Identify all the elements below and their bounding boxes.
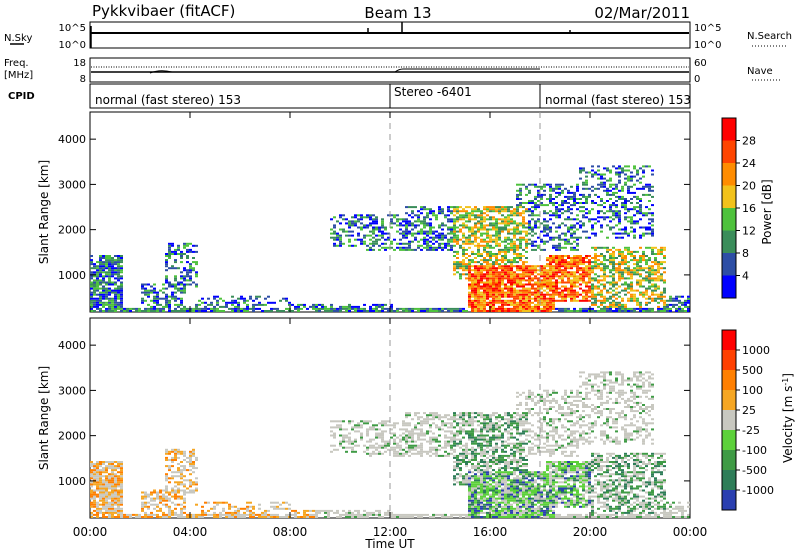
- colorbar-tick: 24: [742, 157, 756, 170]
- freq-right-label: Nave: [747, 66, 773, 77]
- sky-trace: [90, 22, 689, 48]
- freq-left-tick-bottom: 8: [80, 74, 86, 85]
- time-axis-ticks: 00:00 04:00 08:00 12:00 16:00 20:00 00:00: [73, 525, 708, 539]
- colorbar-tick: 100: [742, 384, 763, 397]
- colorbar-tick: -25: [742, 424, 760, 437]
- colorbar-swatch: [722, 118, 736, 141]
- xtick-label: 00:00: [73, 525, 108, 539]
- ytick-label: 1000: [58, 475, 86, 488]
- power-colorbar-label: Power [dB]: [760, 179, 774, 244]
- colorbar-swatch: [722, 208, 736, 231]
- velocity-colorbar-label: Velocity [m s-1]: [781, 373, 795, 463]
- colorbar-tick: 25: [742, 404, 756, 417]
- colorbar-tick: -500: [742, 464, 767, 477]
- colorbar-tick: 12: [742, 225, 756, 238]
- colorbar-swatch: [722, 410, 736, 430]
- power-axis: 1000 2000 3000 4000: [58, 112, 691, 312]
- velocity-colorbar: 1000 500 100 25 -25 -100 -500 -1000 Velocity [m…: [721, 329, 795, 511]
- power-panel: 1000 2000 3000 4000 Slant Range [km]: [37, 111, 691, 313]
- ytick-label: 3000: [58, 384, 86, 397]
- velocity-colorbar-label-main: Velocity [m s: [781, 386, 795, 463]
- cpid-segment-2: Stereo -6401: [394, 85, 472, 99]
- colorbar-tick: 8: [742, 247, 749, 260]
- time-axis-label: Time UT: [364, 537, 415, 551]
- sky-left-tick-top: 10^5: [59, 23, 86, 34]
- freq-right-tick-bottom: 0: [694, 74, 700, 85]
- sky-right-label: N.Search: [747, 31, 792, 42]
- colorbar-swatch: [722, 253, 736, 276]
- colorbar-swatch: [722, 230, 736, 253]
- sky-left-label: N.Sky: [4, 33, 32, 44]
- power-colorbar: 28 24 20 16 12 8 4 Power [dB]: [721, 117, 774, 299]
- xtick-label: 04:00: [173, 525, 208, 539]
- ytick-label: 4000: [58, 339, 86, 352]
- colorbar-swatch: [722, 450, 736, 470]
- xtick-label: 16:00: [473, 525, 508, 539]
- freq-trace: [91, 66, 689, 74]
- xtick-label: 08:00: [273, 525, 308, 539]
- freq-left-label-2: [MHz]: [4, 70, 33, 81]
- ytick-label: 4000: [58, 133, 86, 146]
- beam-title: Beam 13: [364, 4, 431, 22]
- colorbar-swatch: [722, 490, 736, 510]
- ytick-label: 1000: [58, 269, 86, 282]
- colorbar-tick: -100: [742, 444, 767, 457]
- power-heatmap-cells: [90, 165, 690, 312]
- freq-left-tick-top: 18: [73, 58, 86, 69]
- colorbar-tick: 20: [742, 180, 756, 193]
- xtick-label: 20:00: [573, 525, 608, 539]
- ytick-label: 2000: [58, 224, 86, 237]
- colorbar-tick: 4: [742, 270, 749, 283]
- sky-right-tick-top: 10^5: [694, 23, 721, 34]
- colorbar-swatch: [722, 185, 736, 208]
- colorbar-tick: -1000: [742, 484, 774, 497]
- ytick-label: 2000: [58, 430, 86, 443]
- date-title: 02/Mar/2011: [594, 4, 690, 22]
- freq-left-label-1: Freq.: [4, 58, 29, 69]
- colorbar-swatch: [722, 370, 736, 390]
- sky-right-tick-bottom: 10^0: [694, 40, 721, 51]
- colorbar-tick: 1000: [742, 344, 770, 357]
- velocity-colorbar-label-end: ]: [781, 373, 795, 378]
- velocity-heatmap-cells: [90, 371, 690, 518]
- cpid-label: CPID: [8, 91, 35, 102]
- cpid-segment-3: normal (fast stereo) 153: [545, 93, 691, 107]
- velocity-ylabel: Slant Range [km]: [37, 366, 51, 470]
- colorbar-swatch: [722, 350, 736, 370]
- xtick-label: 00:00: [673, 525, 708, 539]
- station-title: Pykkvibaer (fitACF): [92, 2, 235, 20]
- colorbar-swatch: [722, 390, 736, 410]
- cpid-panel: CPID normal (fast stereo) 153 Stereo -64…: [8, 83, 691, 109]
- colorbar-swatch: [722, 140, 736, 163]
- sky-panel: N.Sky 10^5 10^0 10^5 10^0 N.Search: [4, 21, 792, 51]
- xtick-label: 12:00: [373, 525, 408, 539]
- sky-left-tick-bottom: 10^0: [59, 40, 86, 51]
- colorbar-swatch: [722, 330, 736, 350]
- freq-right-tick-top: 60: [694, 58, 707, 69]
- freq-panel: Freq. [MHz] 18 8 60 0 Nave: [4, 57, 780, 85]
- velocity-panel: 1000 2000 3000 4000 Slant Range [km]: [37, 317, 691, 519]
- colorbar-tick: 28: [742, 135, 756, 148]
- colorbar-swatch: [722, 275, 736, 298]
- colorbar-swatch: [722, 163, 736, 186]
- colorbar-swatch: [722, 430, 736, 450]
- velocity-axis: 1000 2000 3000 4000: [58, 318, 691, 518]
- cpid-segment-1: normal (fast stereo) 153: [95, 93, 241, 107]
- ytick-label: 3000: [58, 178, 86, 191]
- colorbar-tick: 500: [742, 364, 763, 377]
- velocity-colorbar-label-sup: -1: [781, 378, 790, 386]
- colorbar-tick: 16: [742, 202, 756, 215]
- power-ylabel: Slant Range [km]: [37, 160, 51, 264]
- colorbar-swatch: [722, 470, 736, 490]
